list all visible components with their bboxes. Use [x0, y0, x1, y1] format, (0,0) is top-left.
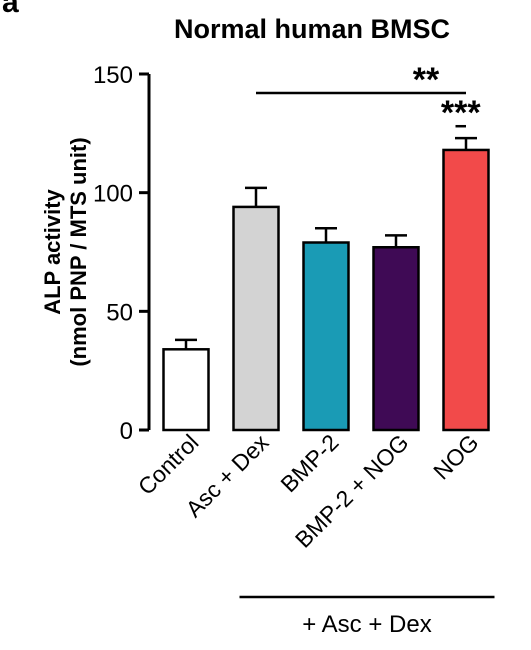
bar-bmp-2-nog	[372, 246, 420, 432]
significance-label: ***	[441, 94, 481, 132]
y-tick-label: 100	[93, 181, 133, 208]
bar-nog	[442, 148, 490, 432]
group-bracket-label: + Asc + Dex	[302, 611, 431, 638]
bar-asc-dex	[232, 205, 280, 432]
y-tick-label: 150	[93, 62, 133, 89]
significance-label: **	[413, 61, 440, 99]
x-tick-label: BMP-2	[275, 429, 343, 497]
y-axis-label-line-2: (nmol PNP / MTS unit)	[66, 137, 91, 366]
x-tick-label: NOG	[428, 429, 483, 484]
y-tick-label: 0	[120, 418, 133, 445]
bar-bmp-2	[302, 241, 350, 432]
panel-label: a	[2, 0, 19, 19]
bar-control	[162, 348, 210, 432]
x-tick-label: Control	[133, 429, 204, 500]
chart-title: Normal human BMSC	[174, 14, 450, 44]
y-tick-label: 50	[106, 299, 133, 326]
y-axis-label-line-1: ALP activity	[40, 188, 65, 314]
